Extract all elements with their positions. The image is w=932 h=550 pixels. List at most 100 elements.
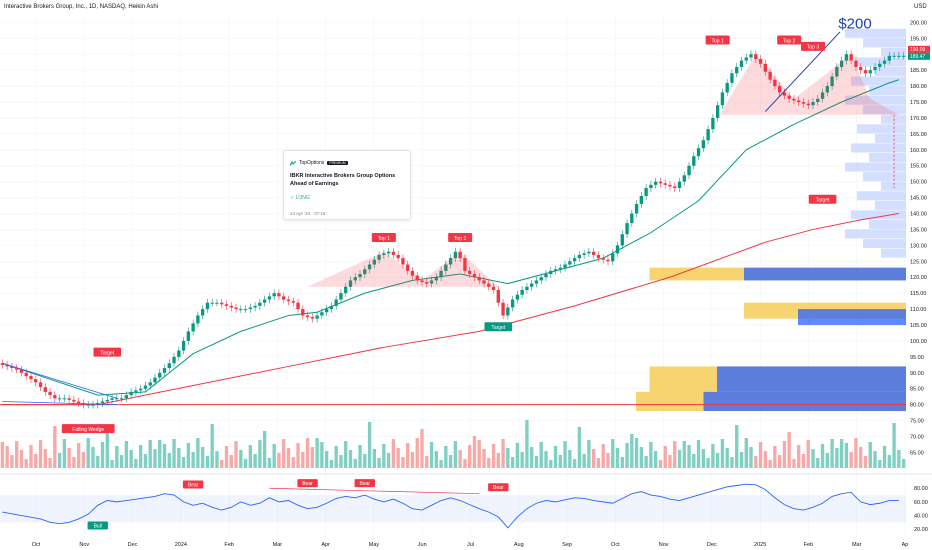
candle bbox=[777, 86, 782, 93]
volume-bar bbox=[158, 440, 162, 468]
candle bbox=[649, 184, 653, 189]
candle bbox=[520, 289, 524, 295]
volume-bar bbox=[687, 445, 691, 468]
trend-arrow bbox=[764, 31, 841, 112]
candle bbox=[391, 251, 396, 255]
candle bbox=[272, 293, 276, 297]
volume-bar bbox=[539, 442, 543, 468]
volume-bar bbox=[134, 459, 138, 468]
price-tick-label: 135.00 bbox=[910, 227, 927, 233]
volume-bar bbox=[110, 460, 114, 468]
volume-bar bbox=[663, 446, 667, 468]
volume-bar bbox=[577, 427, 582, 468]
volume-bar bbox=[758, 442, 763, 468]
annotation-label: Top 2 bbox=[454, 236, 466, 242]
volume-bar bbox=[81, 452, 86, 468]
candle bbox=[324, 309, 329, 313]
candle bbox=[148, 382, 152, 386]
rsi-badge bbox=[87, 521, 108, 530]
price-tick-label: 185.00 bbox=[910, 68, 927, 74]
volume-profile-bar bbox=[863, 105, 906, 115]
candle bbox=[29, 375, 33, 380]
volume-bar bbox=[344, 441, 348, 468]
candle bbox=[282, 296, 286, 300]
volume-bar bbox=[820, 444, 825, 468]
candle bbox=[591, 251, 596, 255]
candle bbox=[172, 356, 176, 364]
wedge-line bbox=[2, 401, 117, 406]
candle bbox=[668, 184, 672, 187]
candle bbox=[582, 253, 586, 255]
price-tick-label: 170.00 bbox=[910, 116, 927, 122]
time-tick-label: Aug bbox=[514, 542, 524, 548]
volume-profile-bar bbox=[845, 229, 906, 239]
volume-bar bbox=[878, 460, 882, 468]
candle bbox=[224, 304, 229, 306]
rsi-label: Bear bbox=[493, 485, 504, 491]
volume-bar bbox=[482, 449, 486, 468]
volume-bar bbox=[105, 433, 109, 468]
candle bbox=[720, 92, 725, 106]
candle bbox=[105, 399, 109, 402]
volume-bar bbox=[792, 459, 796, 468]
volume-bar bbox=[801, 454, 806, 468]
volume-bar bbox=[310, 447, 315, 468]
time-tick-label: Jul bbox=[467, 542, 474, 548]
candle bbox=[91, 404, 95, 406]
price-tick-label: 165.00 bbox=[910, 132, 927, 138]
volume-bar bbox=[372, 449, 376, 468]
volume-bar bbox=[863, 456, 868, 468]
price-tick-label: 140.00 bbox=[910, 212, 927, 218]
volume-bar bbox=[301, 452, 305, 468]
candle bbox=[558, 267, 562, 270]
time-tick-label: Mar bbox=[852, 542, 862, 548]
volume-bar bbox=[653, 451, 658, 468]
annotation-badge bbox=[93, 347, 122, 357]
price-series[interactable] bbox=[0, 50, 906, 409]
candle bbox=[773, 79, 777, 87]
time-tick-label: Dec bbox=[707, 542, 717, 548]
candle bbox=[267, 296, 272, 300]
price-tick-label: 95.00 bbox=[910, 355, 924, 361]
candle bbox=[868, 70, 872, 74]
candle bbox=[425, 282, 429, 284]
candle bbox=[763, 63, 768, 72]
time-tick-label: Apr bbox=[321, 542, 330, 548]
volume-bar bbox=[510, 457, 515, 468]
price-tick-label: 85.00 bbox=[910, 387, 924, 393]
candle bbox=[706, 129, 710, 141]
volume-bar bbox=[396, 448, 400, 468]
time-tick-label: May bbox=[369, 542, 380, 548]
volume-profile-bar bbox=[881, 248, 906, 258]
time-tick-label: Feb bbox=[224, 542, 233, 548]
idea-card[interactable]: TopOptions PREMIUM IBKR Interactive Brok… bbox=[283, 150, 411, 220]
volume-profile-bar bbox=[881, 114, 906, 124]
price-axis[interactable]: 65.00 70.00 75.00 80.00 85.00 90.00 95.00 100.0… bbox=[908, 20, 930, 456]
volume-bar bbox=[530, 447, 534, 468]
price-tick-label: 110.00 bbox=[910, 307, 926, 313]
volume-bar bbox=[67, 448, 71, 468]
volume-bar bbox=[43, 449, 47, 468]
volume-bar bbox=[267, 458, 272, 468]
time-axis[interactable]: Oct Nov Dec 2024 Feb Mar Apr May Jun Jul Aug Sep Oct… bbox=[32, 542, 909, 548]
volume-bar bbox=[720, 439, 725, 468]
price-tick-label: 70.00 bbox=[910, 435, 924, 441]
volume-bar bbox=[582, 454, 586, 468]
idea-title[interactable]: IBKR Interactive Brokers Group Options A… bbox=[290, 173, 396, 187]
candle bbox=[525, 286, 529, 290]
candle bbox=[696, 148, 701, 157]
volume-bar bbox=[410, 452, 415, 468]
volume-bar bbox=[601, 444, 605, 468]
candle bbox=[344, 286, 348, 294]
candle bbox=[15, 368, 19, 370]
candle bbox=[534, 280, 539, 284]
volume-bar bbox=[668, 455, 672, 468]
volume-bar bbox=[763, 451, 768, 468]
volume-profile-bar bbox=[798, 309, 906, 326]
volume-bar bbox=[200, 447, 205, 468]
candle bbox=[587, 251, 591, 254]
candle bbox=[468, 270, 472, 275]
candle bbox=[248, 307, 253, 310]
volume-bar bbox=[816, 458, 820, 468]
